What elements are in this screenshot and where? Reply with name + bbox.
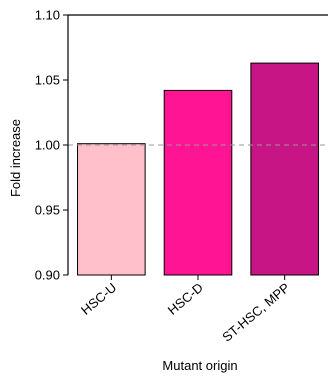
bar-st-hsc-mpp bbox=[250, 62, 319, 276]
plot-area bbox=[67, 14, 328, 276]
x-axis-label: Mutant origin bbox=[162, 358, 237, 373]
y-tick-label: 1.05 bbox=[35, 73, 60, 88]
bar-hsc-u bbox=[77, 143, 146, 276]
y-axis-ticks: 0.90 0.95 1.00 1.05 1.10 bbox=[35, 8, 68, 283]
y-axis-label: Fold increase bbox=[8, 119, 23, 197]
x-tick-label: HSC-D bbox=[165, 280, 206, 318]
y-tick-label: 0.90 bbox=[35, 268, 60, 283]
x-tick-label: ST-HSC, MPP bbox=[219, 280, 292, 345]
x-axis-ticks: HSC-U HSC-D ST-HSC, MPP bbox=[78, 275, 293, 345]
y-tick-label: 1.00 bbox=[35, 138, 60, 153]
y-tick-label: 0.95 bbox=[35, 203, 60, 218]
y-tick-label: 1.10 bbox=[35, 8, 60, 23]
x-tick-label: HSC-U bbox=[78, 280, 119, 318]
bar-hsc-d bbox=[163, 89, 233, 276]
